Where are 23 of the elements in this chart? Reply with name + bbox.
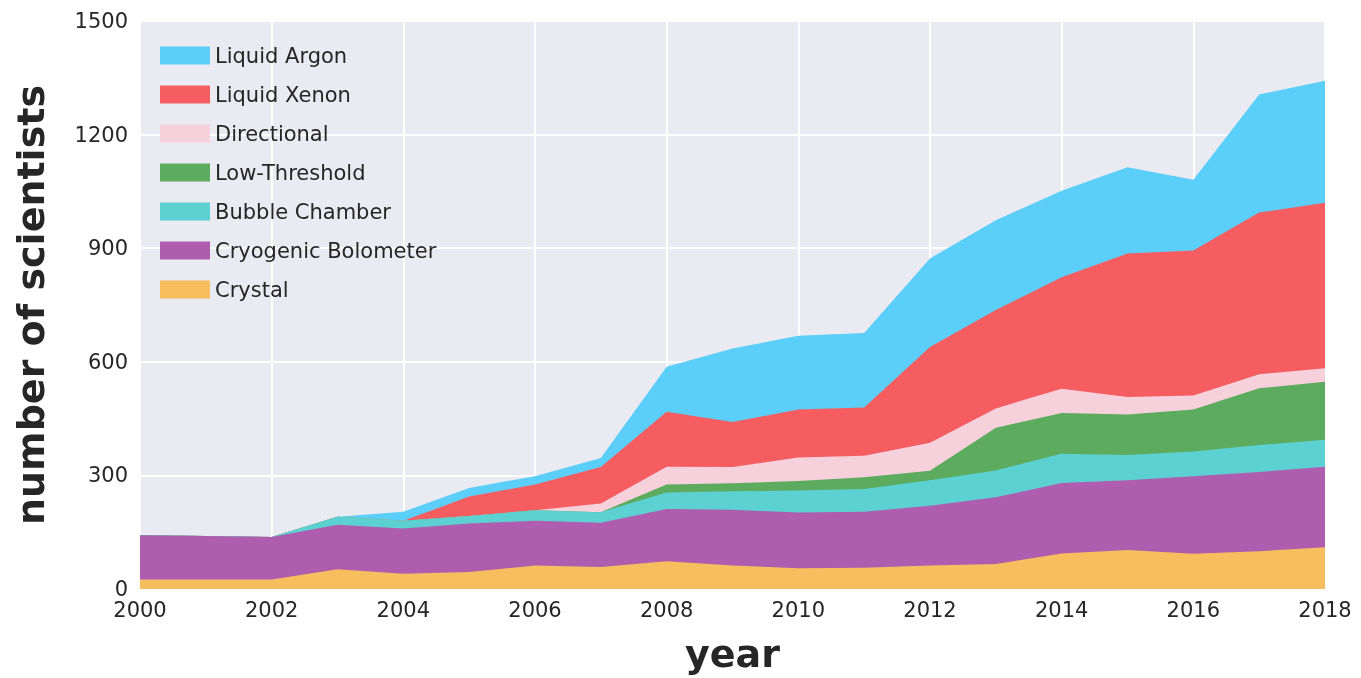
legend-label: Cryogenic Bolometer bbox=[215, 238, 437, 263]
legend-label: Liquid Xenon bbox=[215, 82, 351, 107]
y-axis-title: number of scientists bbox=[9, 84, 53, 526]
y-tick-label: 900 bbox=[87, 236, 128, 261]
y-tick-label: 1500 bbox=[74, 9, 128, 33]
x-tick-label: 2018 bbox=[1298, 597, 1352, 622]
legend-label: Directional bbox=[215, 121, 329, 146]
x-tick-label: 2010 bbox=[771, 597, 826, 622]
legend-label: Crystal bbox=[215, 277, 289, 302]
x-tick-label: 2006 bbox=[508, 597, 562, 622]
x-tick-label: 2004 bbox=[376, 597, 431, 622]
y-tick-label: 600 bbox=[87, 349, 128, 374]
x-axis-title: year bbox=[685, 632, 781, 676]
y-tick-label: 300 bbox=[87, 463, 128, 488]
legend-label: Low-Threshold bbox=[215, 160, 366, 185]
x-tick-label: 2008 bbox=[639, 597, 694, 622]
x-tick-label: 2012 bbox=[903, 597, 957, 622]
x-tick-label: 2014 bbox=[1034, 597, 1089, 622]
legend-label: Liquid Argon bbox=[215, 43, 348, 68]
x-tick-label: 2002 bbox=[244, 597, 299, 622]
x-tick-label: 2016 bbox=[1166, 597, 1221, 622]
y-tick-label: 1200 bbox=[74, 122, 128, 147]
legend-label: Bubble Chamber bbox=[215, 199, 392, 224]
